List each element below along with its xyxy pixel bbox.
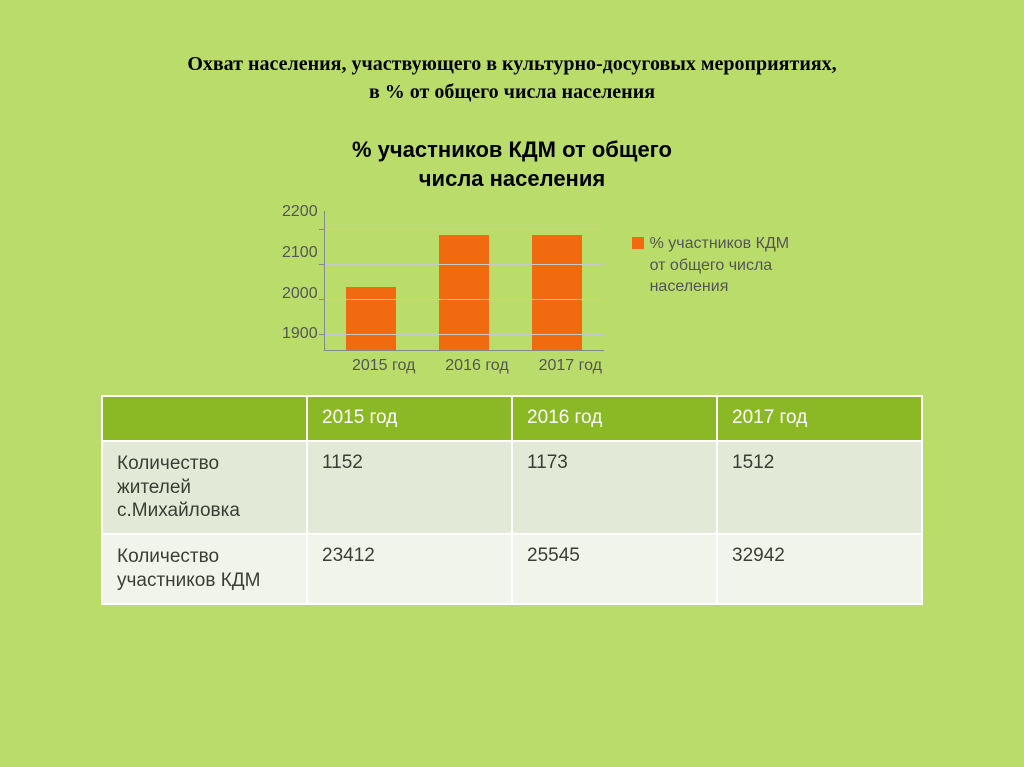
slide: Охват населения, участвующего в культурн… — [0, 0, 1024, 767]
ytick-label: 2000 — [282, 285, 318, 303]
main-title: Охват населения, участвующего в культурн… — [40, 50, 984, 106]
xtick-label: 2015 год — [352, 357, 415, 375]
tickmark — [319, 299, 325, 300]
y-axis: 2200 2100 2000 1900 — [282, 203, 324, 343]
bars-container — [325, 211, 604, 350]
gridline — [325, 229, 604, 230]
table-row: Количество жителей с.Михайловка 1152 117… — [102, 441, 922, 534]
x-axis-labels: 2015 год 2016 год 2017 год — [337, 357, 617, 375]
table-header-row: 2015 год 2016 год 2017 год — [102, 396, 922, 441]
table-header-year: 2017 год — [717, 396, 922, 441]
bar — [346, 287, 396, 350]
table-cell: 25545 — [512, 534, 717, 604]
tickmark — [319, 334, 325, 335]
chart-row: 2200 2100 2000 1900 % участников КДМ от … — [192, 211, 832, 351]
table-cell: 1173 — [512, 441, 717, 534]
ytick-label: 2100 — [282, 244, 318, 262]
row-label: Количество участников КДМ — [102, 534, 307, 604]
chart-block: % участников КДМ от общего числа населен… — [192, 136, 832, 375]
legend: % участников КДМ от общего числа населен… — [632, 233, 802, 298]
gridline — [325, 334, 604, 335]
table-header-blank — [102, 396, 307, 441]
tickmark — [319, 229, 325, 230]
tickmark — [319, 264, 325, 265]
table-cell: 32942 — [717, 534, 922, 604]
gridline — [325, 299, 604, 300]
title-line-2: в % от общего числа населения — [369, 81, 655, 103]
legend-label: % участников КДМ от общего числа населен… — [650, 233, 802, 298]
chart-title: % участников КДМ от общего числа населен… — [192, 136, 832, 193]
table-header-year: 2016 год — [512, 396, 717, 441]
table-header-year: 2015 год — [307, 396, 512, 441]
data-table: 2015 год 2016 год 2017 год Количество жи… — [101, 395, 923, 605]
table-row: Количество участников КДМ 23412 25545 32… — [102, 534, 922, 604]
legend-swatch — [632, 237, 644, 249]
chart-title-line-2: числа населения — [419, 166, 605, 191]
chart-plot-wrap: 2200 2100 2000 1900 — [192, 211, 604, 351]
table-cell: 23412 — [307, 534, 512, 604]
table-cell: 1152 — [307, 441, 512, 534]
plot-area — [324, 211, 604, 351]
table-cell: 1512 — [717, 441, 922, 534]
chart-title-line-1: % участников КДМ от общего — [352, 137, 672, 162]
ytick-label: 2200 — [282, 203, 318, 221]
xtick-label: 2017 год — [539, 357, 602, 375]
xtick-label: 2016 год — [445, 357, 508, 375]
ytick-label: 1900 — [282, 325, 318, 343]
row-label: Количество жителей с.Михайловка — [102, 441, 307, 534]
title-line-1: Охват населения, участвующего в культурн… — [187, 53, 836, 75]
gridline — [325, 264, 604, 265]
